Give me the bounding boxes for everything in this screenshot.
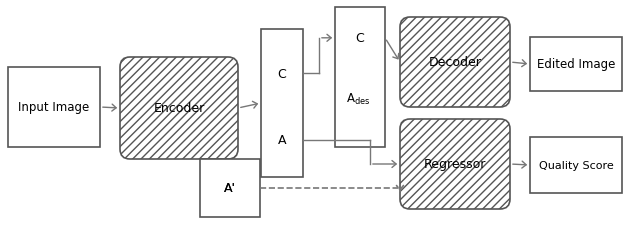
Text: Edited Image: Edited Image (537, 58, 615, 71)
FancyBboxPatch shape (120, 58, 238, 159)
FancyBboxPatch shape (400, 119, 510, 209)
Text: A': A' (224, 182, 236, 195)
Bar (200, 159, 260, 217)
Text: A$_\mathrm{des}$: A$_\mathrm{des}$ (346, 91, 370, 106)
Bar (8, 68, 100, 147)
FancyBboxPatch shape (400, 18, 510, 108)
Bar (530, 38, 622, 92)
Bar (261, 30, 303, 177)
Text: C: C (278, 68, 286, 81)
Text: Input Image: Input Image (19, 101, 90, 114)
Bar (335, 8, 385, 147)
Text: A: A (278, 134, 286, 147)
Text: C: C (356, 32, 364, 45)
Text: Quality Score: Quality Score (539, 160, 613, 170)
Text: A': A' (224, 182, 236, 195)
Text: Encoder: Encoder (154, 102, 205, 115)
Text: Decoder: Decoder (429, 56, 481, 69)
Bar (530, 137, 622, 193)
Text: Regressor: Regressor (424, 158, 486, 171)
